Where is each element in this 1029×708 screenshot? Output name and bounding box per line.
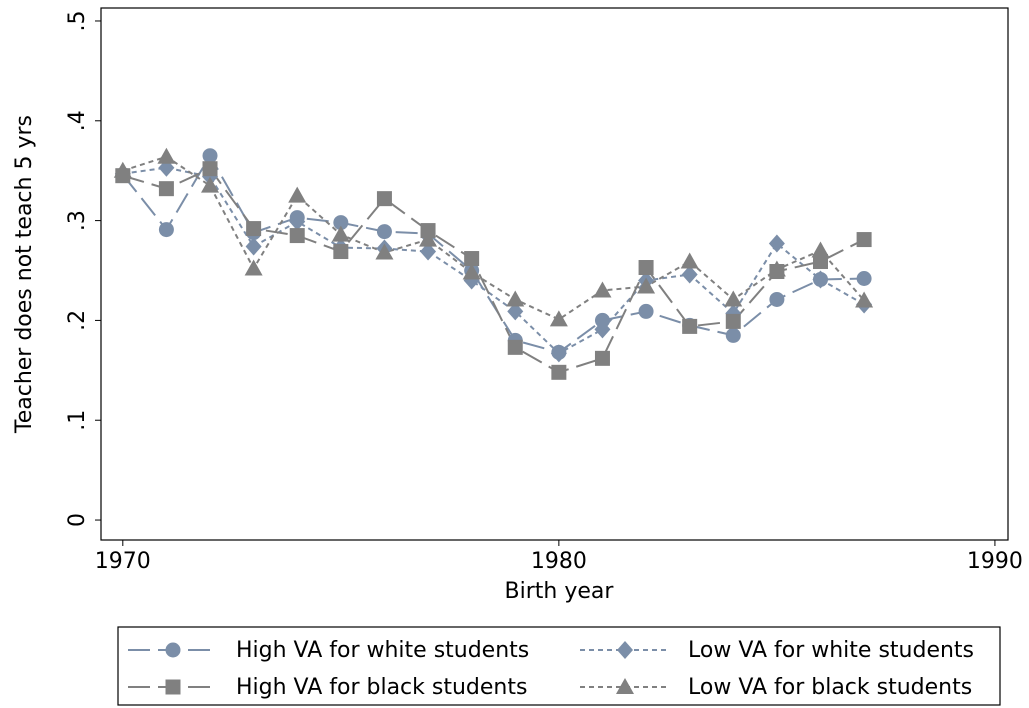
- marker: [593, 281, 612, 298]
- marker: [811, 241, 830, 258]
- marker: [682, 318, 698, 334]
- x-tick-label: 1980: [531, 549, 587, 574]
- marker: [550, 344, 567, 363]
- plot-frame: [100, 7, 1009, 541]
- marker: [681, 265, 698, 284]
- legend-marker: [616, 678, 634, 694]
- marker: [855, 291, 874, 308]
- marker: [157, 147, 176, 164]
- y-tick-label: .2: [65, 310, 90, 331]
- marker: [158, 222, 174, 238]
- marker: [856, 270, 872, 286]
- x-tick-label: 1970: [95, 549, 151, 574]
- marker: [158, 181, 174, 197]
- marker: [507, 302, 524, 321]
- x-tick-label: 1990: [967, 549, 1023, 574]
- marker: [769, 291, 785, 307]
- marker: [288, 186, 307, 203]
- marker: [333, 244, 349, 260]
- marker: [594, 350, 610, 366]
- marker: [551, 364, 567, 380]
- marker: [331, 225, 350, 242]
- x-axis-title: Birth year: [505, 579, 615, 604]
- legend-marker: [617, 641, 633, 659]
- y-axis-title: Teacher does not teach 5 yrs: [12, 115, 37, 434]
- marker: [375, 243, 394, 260]
- marker: [202, 148, 218, 164]
- marker: [376, 224, 392, 240]
- legend-label: Low VA for white students: [688, 638, 974, 663]
- marker: [856, 232, 872, 248]
- marker: [680, 252, 699, 269]
- marker: [725, 313, 741, 329]
- legend-marker: [165, 679, 181, 695]
- series-line: [122, 166, 865, 355]
- marker: [333, 215, 349, 231]
- legend-frame: [117, 626, 1001, 706]
- marker: [201, 176, 220, 193]
- marker: [812, 254, 828, 270]
- y-tick-label: .1: [65, 410, 90, 431]
- marker: [244, 259, 263, 276]
- marker: [549, 310, 568, 327]
- marker: [245, 237, 262, 256]
- marker: [419, 230, 438, 247]
- y-tick-label: .4: [65, 110, 90, 131]
- legend-label: Low VA for black students: [688, 675, 972, 700]
- marker: [420, 242, 437, 261]
- y-tick-label: .5: [65, 10, 90, 31]
- y-tick-label: 0: [65, 513, 90, 527]
- marker: [594, 320, 611, 339]
- marker: [724, 290, 743, 307]
- marker: [246, 221, 262, 237]
- legend-label: High VA for white students: [236, 638, 529, 663]
- series-line: [122, 153, 865, 354]
- marker: [638, 260, 654, 276]
- marker: [464, 251, 480, 267]
- marker: [289, 212, 306, 231]
- marker: [507, 339, 523, 355]
- legend-marker: [165, 642, 181, 658]
- marker: [506, 290, 525, 307]
- marker: [289, 228, 305, 244]
- legend-label: High VA for black students: [236, 675, 527, 700]
- marker: [637, 277, 656, 294]
- marker: [202, 161, 218, 177]
- series-line: [122, 155, 865, 321]
- marker: [376, 191, 392, 207]
- marker: [113, 161, 132, 178]
- marker: [812, 270, 829, 289]
- y-tick-label: .3: [65, 210, 90, 231]
- marker: [767, 260, 786, 277]
- marker: [725, 327, 741, 343]
- marker: [638, 303, 654, 319]
- marker: [768, 234, 785, 253]
- marker: [462, 263, 481, 280]
- series-line: [122, 167, 865, 374]
